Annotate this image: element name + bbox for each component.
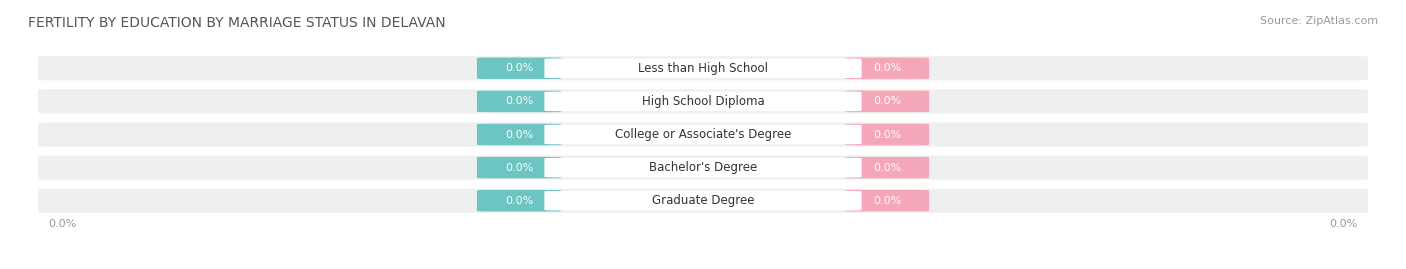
Text: Less than High School: Less than High School <box>638 62 768 75</box>
FancyBboxPatch shape <box>845 190 929 211</box>
FancyBboxPatch shape <box>477 190 561 211</box>
Text: Bachelor's Degree: Bachelor's Degree <box>650 161 756 174</box>
Text: FERTILITY BY EDUCATION BY MARRIAGE STATUS IN DELAVAN: FERTILITY BY EDUCATION BY MARRIAGE STATU… <box>28 16 446 30</box>
FancyBboxPatch shape <box>477 157 561 178</box>
Text: 0.0%: 0.0% <box>873 96 901 107</box>
FancyBboxPatch shape <box>544 191 862 210</box>
FancyBboxPatch shape <box>477 124 561 145</box>
FancyBboxPatch shape <box>38 89 1368 114</box>
FancyBboxPatch shape <box>544 125 862 144</box>
Text: Source: ZipAtlas.com: Source: ZipAtlas.com <box>1260 16 1378 26</box>
FancyBboxPatch shape <box>544 158 862 177</box>
FancyBboxPatch shape <box>845 91 929 112</box>
Text: High School Diploma: High School Diploma <box>641 95 765 108</box>
Text: 0.0%: 0.0% <box>1330 219 1358 229</box>
Text: 0.0%: 0.0% <box>505 63 533 73</box>
FancyBboxPatch shape <box>544 59 862 78</box>
Text: 0.0%: 0.0% <box>873 63 901 73</box>
FancyBboxPatch shape <box>38 122 1368 147</box>
Text: 0.0%: 0.0% <box>873 196 901 206</box>
Text: 0.0%: 0.0% <box>48 219 76 229</box>
Text: 0.0%: 0.0% <box>873 129 901 140</box>
Text: 0.0%: 0.0% <box>873 162 901 173</box>
FancyBboxPatch shape <box>544 92 862 111</box>
FancyBboxPatch shape <box>38 56 1368 80</box>
FancyBboxPatch shape <box>38 189 1368 213</box>
Text: 0.0%: 0.0% <box>505 162 533 173</box>
FancyBboxPatch shape <box>38 155 1368 180</box>
Text: Graduate Degree: Graduate Degree <box>652 194 754 207</box>
Text: College or Associate's Degree: College or Associate's Degree <box>614 128 792 141</box>
FancyBboxPatch shape <box>477 58 561 79</box>
FancyBboxPatch shape <box>845 58 929 79</box>
Text: 0.0%: 0.0% <box>505 96 533 107</box>
FancyBboxPatch shape <box>477 91 561 112</box>
FancyBboxPatch shape <box>845 157 929 178</box>
FancyBboxPatch shape <box>845 124 929 145</box>
Text: 0.0%: 0.0% <box>505 129 533 140</box>
Text: 0.0%: 0.0% <box>505 196 533 206</box>
